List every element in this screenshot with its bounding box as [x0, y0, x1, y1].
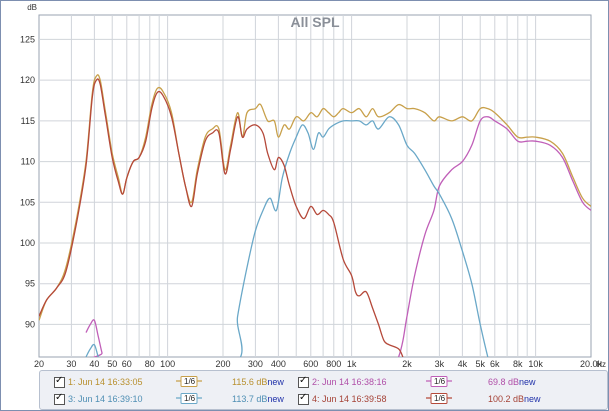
series-line-3	[85, 116, 489, 357]
series-4-smoothing-button[interactable]: 1/6	[426, 393, 452, 404]
x-tick-label: 8k	[513, 359, 523, 369]
x-tick-label: 80	[145, 359, 155, 369]
y-tick-label: 125	[20, 34, 35, 44]
series-2-checkbox[interactable]	[298, 375, 309, 388]
x-tick-label: 4k	[458, 359, 468, 369]
x-axis-label: Hz	[596, 360, 606, 369]
y-tick-label: 90	[25, 319, 35, 329]
spl-chart: 125 120 115 110 105 100 95 90 20 30 40 50 60 80 100 200…	[20, 3, 606, 369]
series-2-level: 69.8 dBnew	[488, 377, 536, 387]
series-line-4	[39, 78, 404, 357]
chart-title: All SPL	[290, 14, 339, 30]
x-tick-label: 30	[66, 359, 76, 369]
x-tick-label: 6k	[490, 359, 500, 369]
x-tick-label: 40	[89, 359, 99, 369]
x-tick-label: 1k	[347, 359, 357, 369]
series-2-label: 2: Jun 14 16:38:16	[312, 377, 387, 387]
series-3-label: 3: Jun 14 16:39:10	[68, 394, 143, 404]
y-tick-label: 95	[25, 279, 35, 289]
plot-area	[38, 14, 592, 358]
series-3-level: 113.7 dBnew	[232, 394, 284, 404]
series-2-smoothing-value: 1/6	[434, 377, 446, 386]
x-tick-label: 2k	[402, 359, 412, 369]
series-4-smoothing-value: 1/6	[434, 394, 446, 403]
series-line-2	[85, 116, 591, 357]
y-axis-label: dB	[27, 3, 37, 12]
x-tick-label: 60	[122, 359, 132, 369]
series-1-smoothing-value: 1/6	[184, 377, 196, 386]
x-tick-label: 100	[160, 359, 175, 369]
series-3-checkbox[interactable]	[54, 392, 65, 405]
series-2-smoothing-button[interactable]: 1/6	[426, 376, 452, 387]
series-4-checkbox[interactable]	[298, 392, 309, 405]
x-tick-label: 800	[326, 359, 341, 369]
x-tick-label: 600	[303, 359, 318, 369]
legend-panel: 1: Jun 14 16:33:05 1/6 115.6 dBnew 2: Ju…	[39, 370, 608, 410]
x-tick-label: 400	[271, 359, 286, 369]
series-1-checkbox[interactable]	[54, 375, 65, 388]
series-4-label: 4: Jun 14 16:39:58	[312, 394, 387, 404]
series-1-level: 115.6 dBnew	[232, 377, 284, 387]
y-tick-label: 100	[20, 238, 35, 248]
x-tick-label: 50	[107, 359, 117, 369]
series-4-level: 100.2 dBnew	[488, 394, 541, 404]
y-tick-label: 110	[21, 157, 35, 167]
x-tick-label: 5k	[475, 359, 485, 369]
y-tick-label: 105	[20, 197, 35, 207]
x-tick-label: 10k	[528, 359, 543, 369]
x-tick-label: 3k	[435, 359, 445, 369]
series-1-smoothing-button[interactable]: 1/6	[176, 376, 202, 387]
series-3-smoothing-value: 1/6	[184, 394, 196, 403]
y-tick-label: 120	[20, 75, 35, 85]
series-3-smoothing-button[interactable]: 1/6	[176, 393, 202, 404]
x-tick-label: 20	[34, 359, 44, 369]
y-tick-label: 115	[21, 116, 35, 126]
x-tick-label: 200	[215, 359, 230, 369]
series-1-label: 1: Jun 14 16:33:05	[68, 377, 143, 387]
x-tick-label: 20.0k	[580, 359, 603, 369]
x-tick-label: 300	[248, 359, 263, 369]
